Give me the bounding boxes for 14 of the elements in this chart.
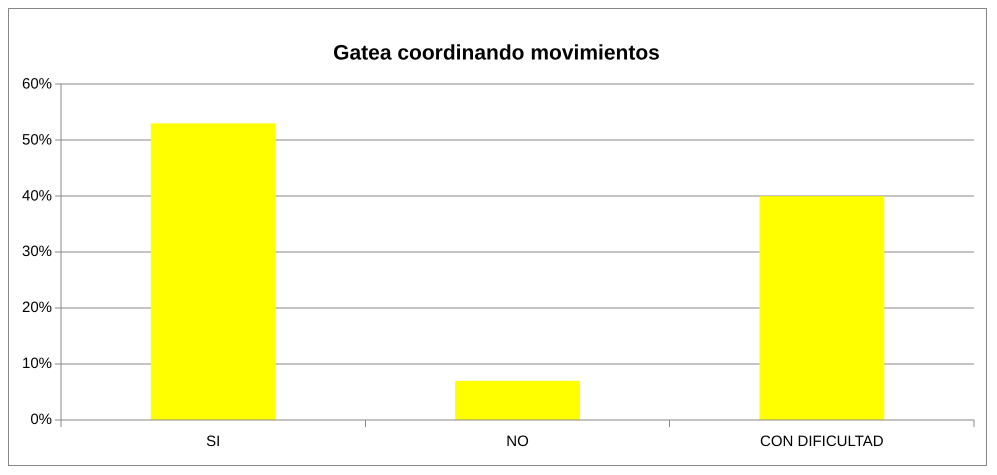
chart-title: Gatea coordinando movimientos xyxy=(333,41,660,64)
bar xyxy=(150,123,276,420)
y-tick-label: 10% xyxy=(22,355,52,372)
y-tick-label: 30% xyxy=(22,243,52,260)
y-tick-label: 0% xyxy=(30,411,52,428)
y-tick-label: 50% xyxy=(22,131,52,148)
x-tick-label: CON DIFICULTAD xyxy=(760,433,884,450)
bar xyxy=(455,380,580,420)
y-tick-label: 40% xyxy=(22,187,52,204)
y-tick-label: 20% xyxy=(22,299,52,316)
y-tick-label: 60% xyxy=(22,75,52,92)
x-tick-label: SI xyxy=(206,433,220,450)
x-tick-label: NO xyxy=(506,433,529,450)
bar xyxy=(759,196,884,420)
